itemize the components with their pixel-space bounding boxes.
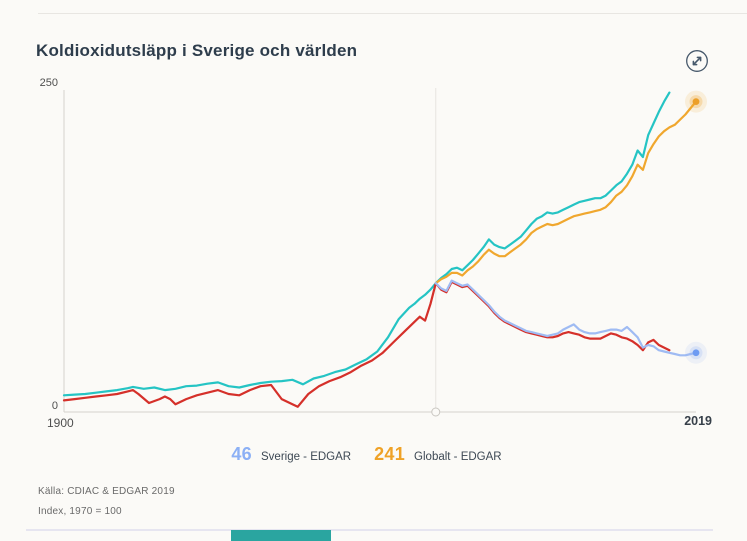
x-axis-tick-1900: 1900 [47, 416, 74, 430]
series-line-sverige-cdiac [62, 280, 671, 408]
legend-label-globalt: Globalt - EDGAR [414, 451, 502, 463]
reference-marker-1970 [431, 407, 441, 417]
source-text: Källa: CDIAC & EDGAR 2019 [38, 486, 175, 497]
bottom-divider [26, 529, 713, 531]
series-line-globalt-edgar [434, 100, 698, 285]
legend-value-globalt: 241 [374, 444, 406, 464]
expand-button[interactable] [685, 49, 709, 73]
bottom-teal-strip [231, 530, 331, 541]
x-axis-tick-2019: 2019 [684, 414, 712, 428]
y-axis-tick-0: 0 [51, 400, 58, 412]
chart-legend: 46 Sverige - EDGAR 241 Globalt - EDGAR [0, 444, 747, 465]
page-title: Koldioxidutsläpp i Sverige och världen [36, 41, 358, 60]
top-divider [38, 13, 747, 14]
index-note: Index, 1970 = 100 [38, 506, 122, 517]
series-line-sverige-edgar [434, 279, 698, 357]
series-line-globalt-cdiac [62, 91, 671, 397]
end-marker-globalt-edgar-core [692, 98, 700, 105]
legend-value-sverige: 46 [231, 444, 252, 464]
expand-icon [686, 50, 708, 72]
end-marker-sverige-edgar-core [692, 349, 700, 357]
y-axis-tick-250: 250 [39, 77, 58, 89]
legend-label-sverige: Sverige - EDGAR [261, 451, 352, 463]
